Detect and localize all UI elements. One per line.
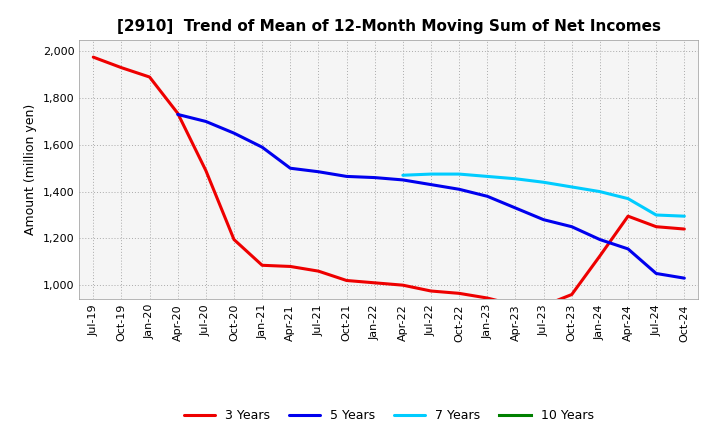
Title: [2910]  Trend of Mean of 12-Month Moving Sum of Net Incomes: [2910] Trend of Mean of 12-Month Moving … <box>117 19 661 34</box>
3 Years <box>511 302 520 308</box>
5 Years <box>455 187 464 192</box>
5 Years <box>230 131 238 136</box>
7 Years <box>511 176 520 181</box>
5 Years <box>342 174 351 179</box>
3 Years <box>595 253 604 259</box>
3 Years <box>117 65 126 70</box>
5 Years <box>258 145 266 150</box>
7 Years <box>399 172 408 178</box>
3 Years <box>539 303 548 308</box>
5 Years <box>427 182 436 187</box>
5 Years <box>624 246 632 252</box>
5 Years <box>511 205 520 211</box>
7 Years <box>680 213 688 219</box>
3 Years <box>89 55 98 60</box>
7 Years <box>624 196 632 201</box>
3 Years <box>624 213 632 219</box>
3 Years <box>145 74 154 80</box>
5 Years <box>652 271 660 276</box>
5 Years <box>202 119 210 124</box>
3 Years <box>680 227 688 232</box>
3 Years <box>286 264 294 269</box>
3 Years <box>342 278 351 283</box>
3 Years <box>399 282 408 288</box>
Legend: 3 Years, 5 Years, 7 Years, 10 Years: 3 Years, 5 Years, 7 Years, 10 Years <box>179 404 598 427</box>
5 Years <box>174 112 182 117</box>
3 Years <box>258 263 266 268</box>
3 Years <box>427 288 436 293</box>
7 Years <box>539 180 548 185</box>
3 Years <box>370 280 379 286</box>
7 Years <box>427 172 436 177</box>
5 Years <box>483 194 492 199</box>
5 Years <box>680 275 688 281</box>
7 Years <box>595 189 604 194</box>
3 Years <box>455 291 464 296</box>
7 Years <box>567 184 576 190</box>
7 Years <box>652 213 660 218</box>
Line: 3 Years: 3 Years <box>94 57 684 306</box>
3 Years <box>567 292 576 297</box>
5 Years <box>286 165 294 171</box>
3 Years <box>652 224 660 229</box>
5 Years <box>399 177 408 183</box>
3 Years <box>230 237 238 242</box>
3 Years <box>483 295 492 301</box>
5 Years <box>539 217 548 222</box>
7 Years <box>483 174 492 179</box>
5 Years <box>567 224 576 229</box>
Y-axis label: Amount (million yen): Amount (million yen) <box>24 104 37 235</box>
Line: 5 Years: 5 Years <box>178 114 684 278</box>
5 Years <box>314 169 323 174</box>
5 Years <box>370 175 379 180</box>
3 Years <box>314 268 323 274</box>
Line: 7 Years: 7 Years <box>403 174 684 216</box>
3 Years <box>174 110 182 116</box>
5 Years <box>595 237 604 242</box>
7 Years <box>455 172 464 177</box>
3 Years <box>202 168 210 173</box>
